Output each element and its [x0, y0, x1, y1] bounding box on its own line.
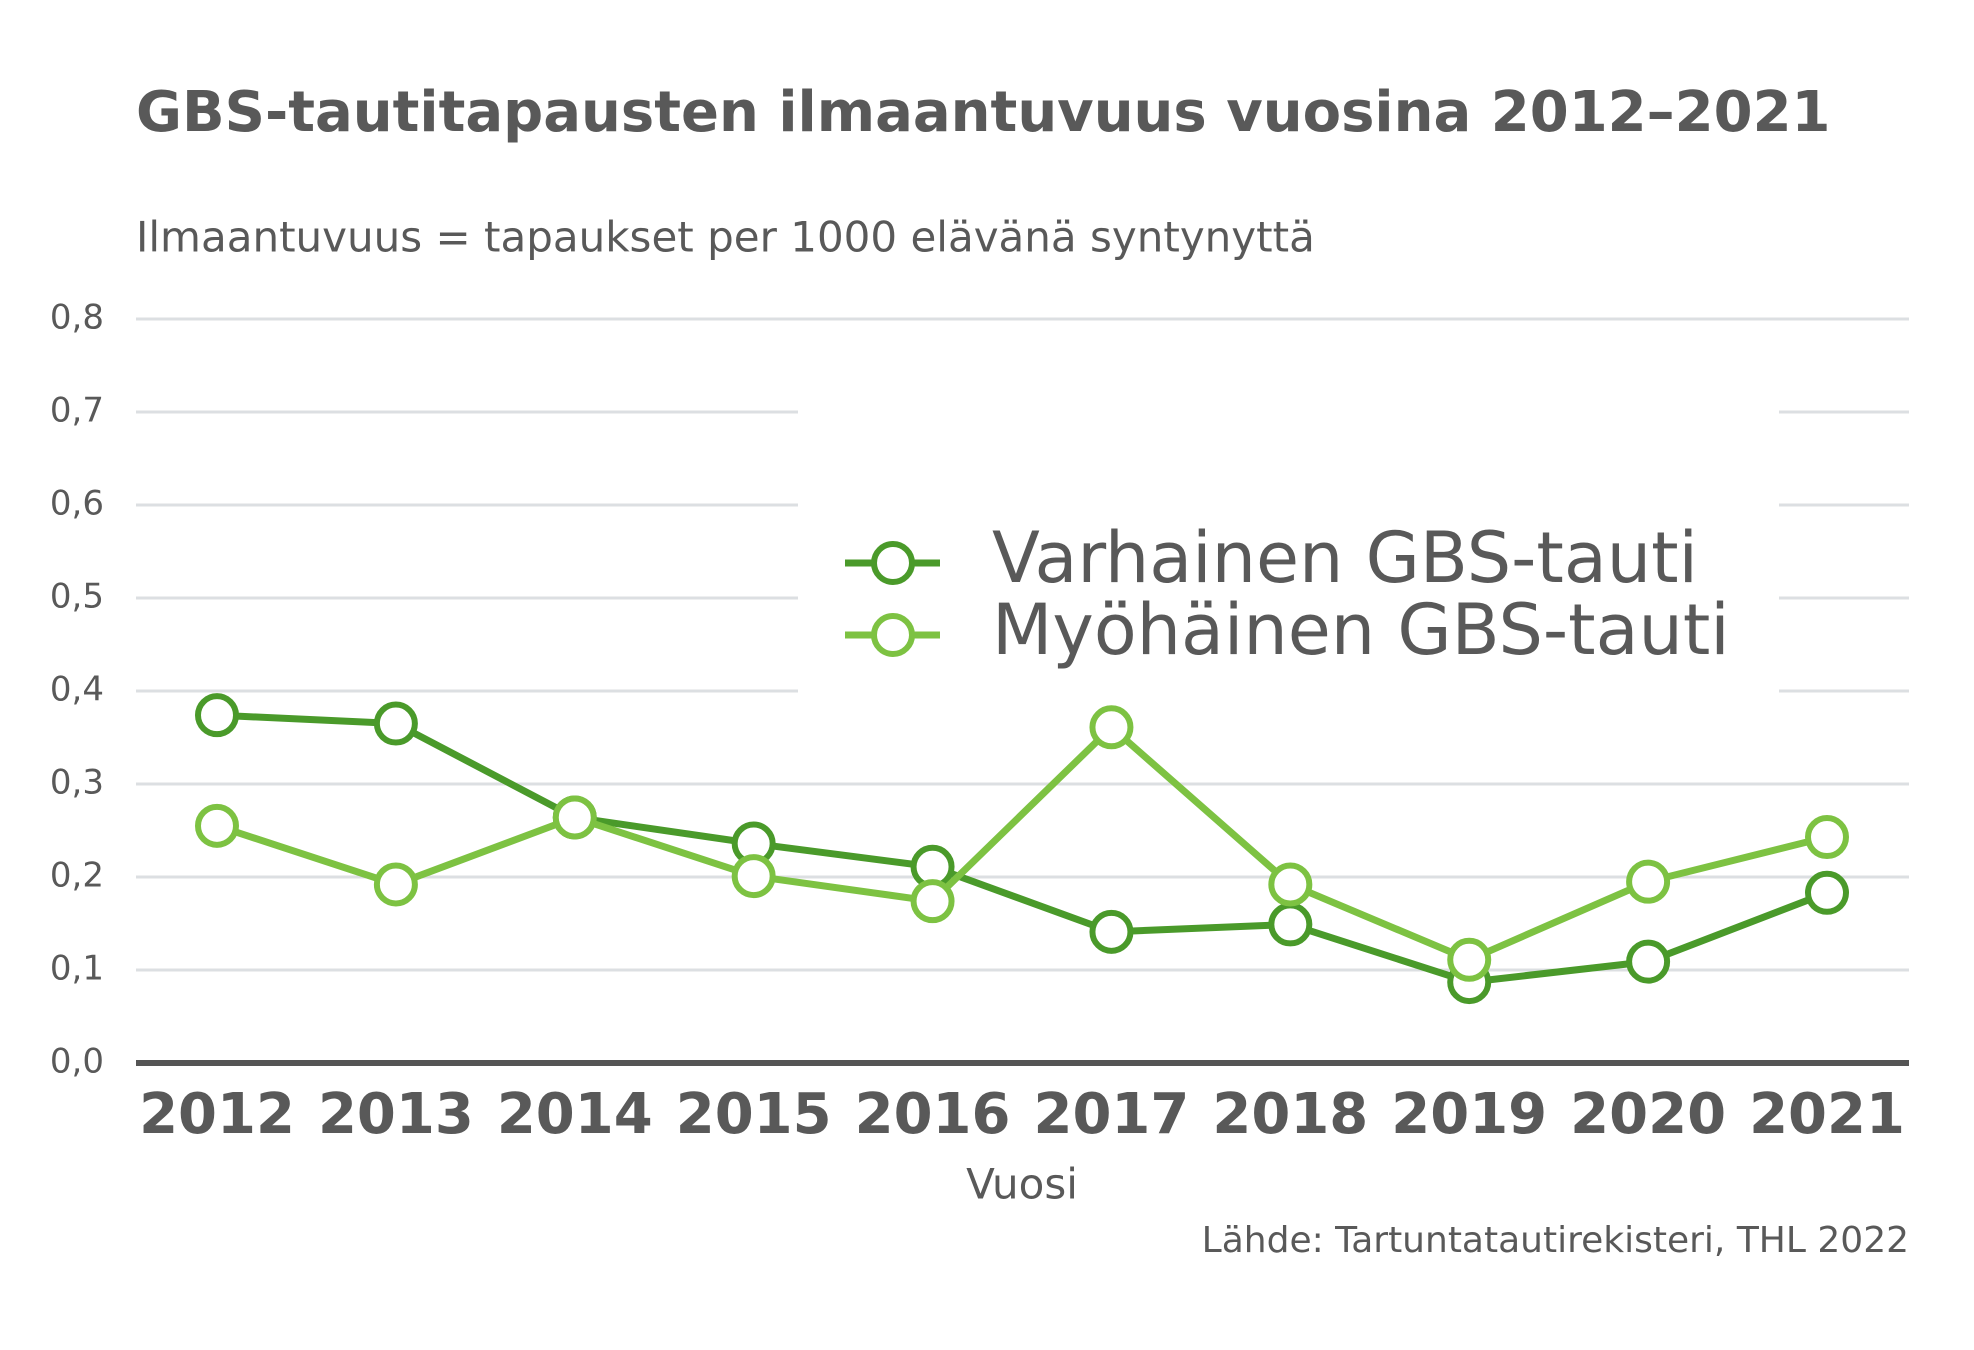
legend-label: Varhainen GBS-tauti — [992, 517, 1698, 599]
data-point — [1268, 902, 1313, 947]
x-tick-label: 2019 — [1391, 1082, 1547, 1147]
series-line — [215, 723, 1828, 964]
x-tick-label: 2020 — [1570, 1082, 1726, 1147]
data-point — [731, 854, 776, 899]
legend-label: Myöhäinen GBS-tauti — [992, 589, 1730, 671]
x-tick-label: 2012 — [139, 1082, 295, 1147]
data-point — [1268, 862, 1313, 907]
data-point — [552, 795, 597, 840]
data-point — [1805, 815, 1849, 860]
y-tick-label: 0,4 — [50, 670, 104, 710]
data-point — [1626, 859, 1671, 904]
y-tick-label: 0,2 — [50, 856, 104, 896]
x-tick-label: 2014 — [497, 1082, 653, 1147]
series-line — [216, 711, 1829, 986]
y-tick-label: 0,3 — [50, 763, 104, 803]
y-tick-label: 0,8 — [50, 298, 104, 338]
data-point — [1805, 870, 1849, 915]
x-tick-label: 2017 — [1034, 1082, 1190, 1147]
x-axis-label: Vuosi — [966, 1160, 1078, 1209]
chart-subtitle: Ilmaantuvuus = tapaukset per 1000 elävän… — [136, 213, 1315, 262]
data-point — [1089, 705, 1134, 750]
y-tick-label: 0,6 — [50, 484, 104, 524]
data-point — [1089, 909, 1134, 954]
data-point — [195, 693, 239, 738]
source-note: Lähde: Tartuntatautirekisteri, THL 2022 — [1202, 1220, 1909, 1261]
y-tick-label: 0,5 — [50, 577, 104, 617]
data-point — [373, 862, 418, 907]
data-point — [1626, 939, 1671, 984]
chart-title: GBS-tautitapausten ilmaantuvuus vuosina … — [136, 80, 1831, 145]
data-point — [910, 879, 955, 924]
legend-background — [798, 400, 1779, 700]
y-tick-label: 0,7 — [50, 391, 104, 431]
x-tick-label: 2013 — [318, 1082, 474, 1147]
x-tick-label: 2021 — [1749, 1082, 1905, 1147]
y-tick-label: 0,1 — [50, 949, 104, 989]
x-tick-label: 2016 — [855, 1082, 1011, 1147]
legend-marker — [871, 541, 915, 585]
data-point — [1447, 937, 1492, 982]
y-tick-label: 0,0 — [50, 1042, 104, 1082]
x-tick-label: 2015 — [676, 1082, 832, 1147]
data-point — [373, 701, 418, 746]
x-tick-label: 2018 — [1212, 1082, 1368, 1147]
legend-marker — [871, 613, 915, 657]
data-point — [195, 803, 239, 848]
